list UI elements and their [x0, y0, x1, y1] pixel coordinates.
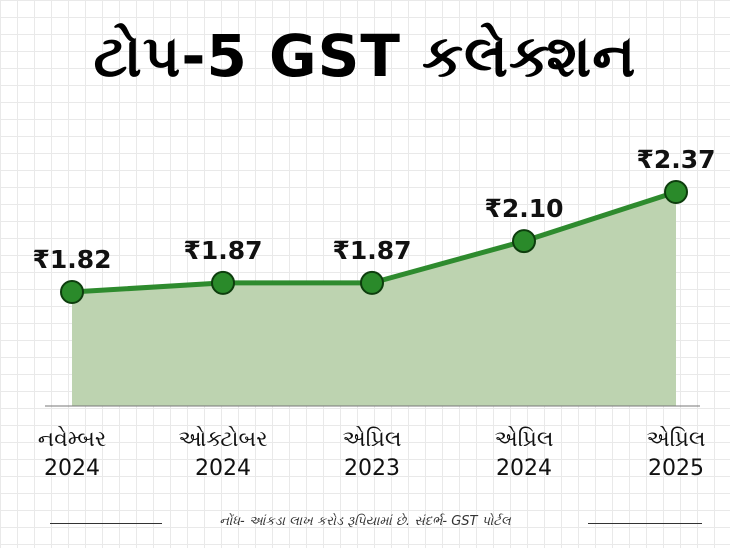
data-point-1: [60, 280, 84, 304]
x-tick-label-3-year: 2023: [344, 456, 400, 481]
data-point-5: [664, 180, 688, 204]
x-tick-label-2-month: ઓક્ટોબર: [178, 426, 267, 452]
area-fill: [72, 192, 676, 406]
data-point-2: [211, 270, 235, 295]
x-tick-label-1-year: 2024: [44, 456, 100, 481]
x-tick-label-2-year: 2024: [195, 456, 251, 481]
chart-title: ટોપ-5 GST કલેક્શન: [93, 22, 637, 90]
x-tick-label-1-month: નવેમ્બર: [38, 426, 107, 452]
x-tick-label-5-month: એપ્રિલ: [646, 426, 705, 452]
footer: નોંધ- આંકડા લાખ કરોડ રૂપિયામાં છે. સંદર્…: [0, 510, 730, 536]
data-label-3: ₹1.87: [332, 236, 411, 265]
x-tick-label-4-month: એપ્રિલ: [494, 426, 553, 452]
footnote: નોંધ- આંકડા લાખ કરોડ રૂપિયામાં છે. સંદર્…: [219, 514, 511, 529]
data-label-5: ₹2.37: [636, 145, 715, 174]
data-point-3: [360, 270, 384, 295]
footer-rule-right: [588, 523, 702, 524]
data-point-4: [512, 229, 536, 254]
footer-rule-left: [50, 523, 162, 524]
data-label-4: ₹2.10: [484, 194, 563, 223]
x-tick-label-5-year: 2025: [648, 456, 704, 481]
x-tick-label-3-month: એપ્રિલ: [342, 426, 401, 452]
x-tick-label-4-year: 2024: [496, 456, 552, 481]
data-label-2: ₹1.87: [183, 236, 262, 265]
data-label-1: ₹1.82: [32, 245, 111, 274]
